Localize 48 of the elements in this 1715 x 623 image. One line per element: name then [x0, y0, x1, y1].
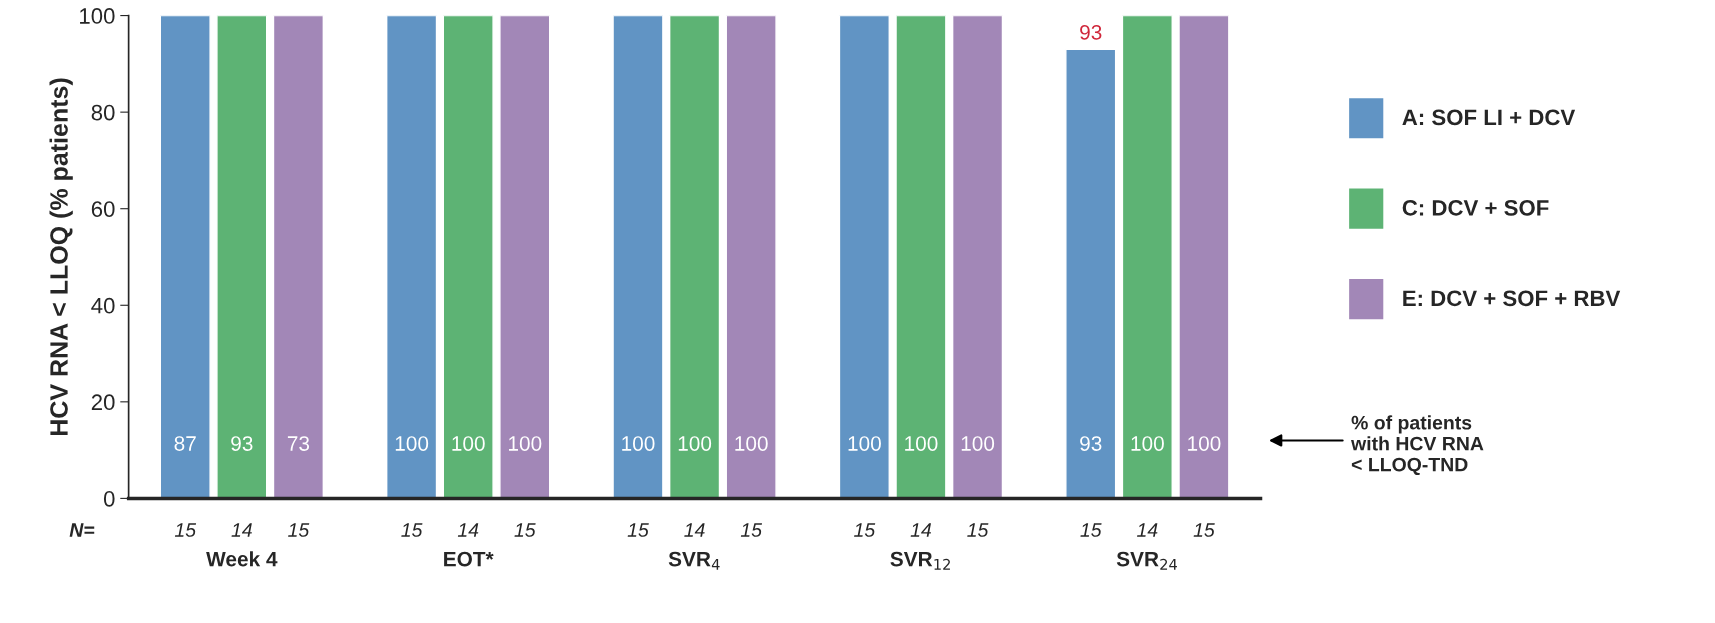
y-tick-label: 80 [91, 104, 115, 121]
x-tick-label: SVR$_{12}$ [890, 551, 950, 570]
annotation: 100 [622, 436, 655, 451]
legend-label: E: DCV + SOF + RBV [1403, 290, 1621, 307]
legend-label: C: DCV + SOF [1402, 199, 1549, 216]
annotation: 73 [287, 436, 310, 451]
legend-label: A: SOF LI + DCV [1402, 109, 1576, 126]
y-axis-title: HCV RNA < LLOQ (% patients) [49, 78, 73, 436]
text: 15 [288, 523, 310, 537]
text: 15 [1193, 523, 1215, 537]
text: 15 [854, 523, 876, 537]
text: 15 [174, 523, 197, 537]
text: 15 [740, 523, 763, 537]
annotation: 93 [1080, 436, 1102, 451]
y-tick-label: 60 [91, 201, 115, 217]
x-tick-label: SVR$_{24}$ [1116, 551, 1177, 570]
annotation: 100 [848, 436, 881, 451]
y-tick-label: 40 [91, 297, 115, 314]
annotation: 100 [961, 436, 995, 451]
text: 14 [684, 523, 705, 537]
text: 15 [514, 523, 536, 537]
annotation: 100 [735, 436, 768, 451]
text: 15 [627, 523, 649, 537]
data-label: 93 [1080, 24, 1102, 40]
annotation: 100 [1188, 436, 1221, 451]
x-tick-label: Week 4 [206, 551, 278, 567]
y-tick-label: 20 [91, 394, 115, 411]
y-tick-label: 100 [80, 8, 115, 24]
text: 15 [401, 523, 423, 537]
text: 14 [457, 523, 479, 537]
annotation: 100 [509, 436, 542, 451]
x-tick-label: EOT* [444, 551, 494, 567]
annotation: 93 [231, 436, 253, 451]
annotation: 100 [452, 436, 485, 451]
text: 15 [967, 523, 989, 537]
text: % of patients with HCV RNA < LLOQ-TND [1351, 415, 1484, 476]
x-tick-label: SVR$_{4}$ [668, 551, 720, 570]
annotation: 100 [905, 436, 938, 451]
y-tick-label: 0 [103, 490, 115, 507]
text: 14 [910, 523, 932, 537]
annotation: 100 [395, 436, 429, 451]
text: N= [69, 523, 95, 537]
text: 14 [1137, 523, 1158, 537]
annotation: 87 [174, 436, 196, 451]
annotation: 100 [678, 436, 712, 451]
text: 15 [1080, 523, 1102, 537]
annotation: 100 [1131, 436, 1164, 451]
text: 14 [231, 523, 252, 537]
